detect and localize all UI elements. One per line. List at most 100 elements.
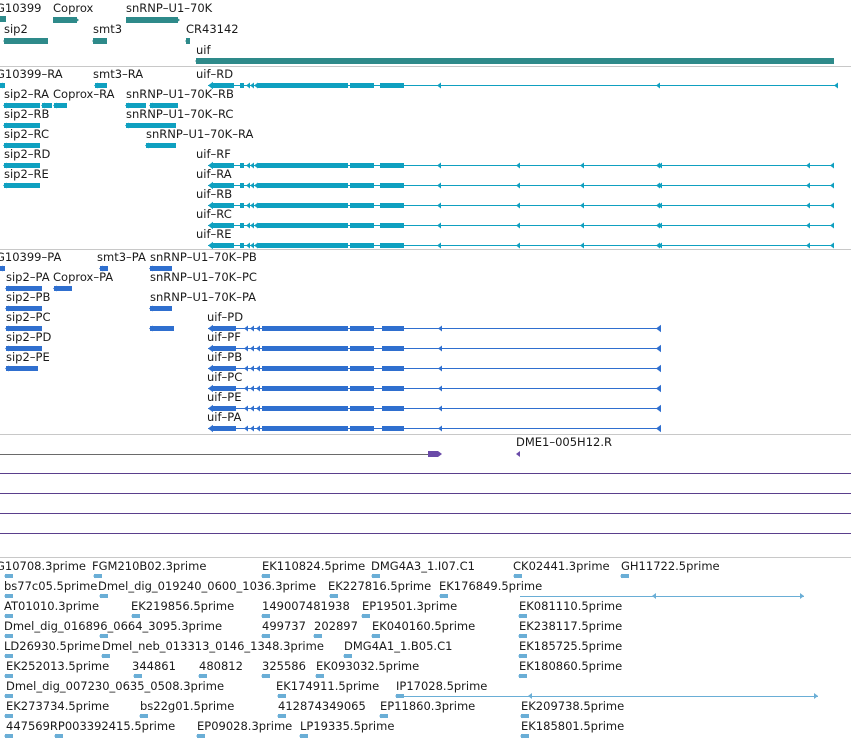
est-feature[interactable] — [621, 574, 629, 578]
exon-block[interactable] — [258, 83, 348, 88]
est-label[interactable]: 325586 — [262, 659, 306, 673]
transcript-feature[interactable] — [4, 183, 40, 188]
exon-block[interactable] — [240, 223, 244, 228]
exon-block[interactable] — [258, 223, 348, 228]
est-feature[interactable] — [316, 674, 324, 678]
exon-block[interactable] — [350, 223, 374, 228]
exon-block[interactable] — [380, 243, 404, 248]
transcript-label[interactable]: snRNP–U1–70K–RC — [126, 107, 234, 121]
protein-label[interactable]: smt3–PA — [97, 250, 146, 264]
exon-block[interactable] — [240, 163, 244, 168]
est-label[interactable]: EP19501.3prime — [362, 599, 458, 613]
est-label[interactable]: G10708.3prime — [0, 559, 86, 573]
protein-block[interactable] — [382, 326, 404, 331]
protein-block[interactable] — [350, 426, 374, 431]
est-feature[interactable] — [440, 594, 448, 598]
est-feature[interactable] — [5, 574, 13, 578]
est-feature[interactable] — [521, 734, 529, 738]
est-label[interactable]: AT01010.3prime — [4, 599, 100, 613]
est-label[interactable]: EK176849.5prime — [439, 579, 543, 593]
exon-block[interactable] — [350, 183, 374, 188]
protein-feature[interactable] — [54, 286, 72, 291]
protein-label[interactable]: snRNP–U1–70K–PB — [150, 250, 257, 264]
est-feature[interactable] — [262, 634, 270, 638]
gene-feature-sip2[interactable] — [4, 38, 48, 44]
est-label[interactable]: Dmel_neb_013313_0146_1348.3prime — [102, 639, 324, 653]
est-label[interactable]: EP09028.3prime — [197, 719, 293, 733]
est-feature[interactable] — [262, 574, 270, 578]
est-label[interactable]: Dmel_dig_016896_0664_3095.3prime — [4, 619, 223, 633]
exon-block[interactable] — [212, 183, 234, 188]
est-feature[interactable] — [5, 634, 13, 638]
transcript-label[interactable]: sip2–RE — [4, 167, 49, 181]
transcript-label[interactable]: sip2–RD — [4, 147, 51, 161]
transcript-label[interactable]: uif–RC — [196, 207, 232, 221]
protein-label[interactable]: Coprox–PA — [53, 270, 114, 284]
est-feature[interactable] — [344, 654, 352, 658]
est-label[interactable]: Dmel_dig_019240_0600_1036.3prime — [98, 579, 317, 593]
protein-feature[interactable] — [150, 306, 172, 311]
transcript-label[interactable]: smt3–RA — [93, 67, 144, 81]
gene-feature-uif[interactable] — [196, 58, 834, 64]
exon-block[interactable] — [380, 223, 404, 228]
protein-label[interactable]: sip2–PE — [6, 350, 50, 364]
protein-block[interactable] — [262, 386, 348, 391]
est-feature[interactable] — [300, 734, 308, 738]
est-feature[interactable] — [262, 614, 270, 618]
alignment-block[interactable] — [428, 451, 438, 457]
est-label[interactable]: 499737 — [262, 619, 306, 633]
est-feature[interactable] — [380, 714, 388, 718]
est-feature[interactable] — [134, 674, 142, 678]
est-feature[interactable] — [199, 674, 207, 678]
transcript-feature[interactable] — [95, 83, 107, 88]
exon-block[interactable] — [258, 243, 348, 248]
transcript-label[interactable]: uif–RF — [196, 147, 231, 161]
est-feature[interactable] — [5, 694, 13, 698]
gene-feature-G10399[interactable] — [0, 16, 6, 22]
est-feature[interactable] — [521, 714, 529, 718]
est-feature[interactable] — [519, 654, 527, 658]
exon-block[interactable] — [212, 163, 234, 168]
est-feature[interactable] — [94, 574, 102, 578]
exon-block[interactable] — [258, 183, 348, 188]
transcript-label[interactable]: sip2–RC — [4, 127, 50, 141]
protein-block[interactable] — [262, 346, 348, 351]
protein-feature[interactable] — [6, 346, 42, 351]
protein-feature[interactable] — [6, 326, 42, 331]
protein-label[interactable]: G10399–PA — [0, 250, 62, 264]
transcript-label[interactable]: Coprox–RA — [53, 87, 115, 101]
protein-block[interactable] — [212, 366, 236, 371]
est-feature[interactable] — [278, 714, 286, 718]
transcript-label[interactable]: sip2–RB — [4, 107, 50, 121]
est-label[interactable]: EK185725.5prime — [519, 639, 623, 653]
protein-feature[interactable] — [6, 306, 42, 311]
protein-block[interactable] — [212, 386, 236, 391]
transcript-feature[interactable] — [126, 123, 176, 128]
exon-block[interactable] — [350, 203, 374, 208]
est-label[interactable]: EK180860.5prime — [519, 659, 623, 673]
transcript-label[interactable]: G10399–RA — [0, 67, 63, 81]
transcript-feature[interactable] — [126, 103, 146, 108]
protein-label[interactable]: sip2–PD — [6, 330, 52, 344]
exon-block[interactable] — [212, 203, 234, 208]
transcript-feature[interactable] — [0, 83, 5, 88]
transcript-feature[interactable] — [42, 103, 52, 108]
est-label[interactable]: 344861 — [132, 659, 176, 673]
gene-label-snRNP-U1-70K[interactable]: snRNP–U1–70K — [126, 1, 213, 15]
protein-block[interactable] — [350, 346, 374, 351]
est-feature[interactable] — [5, 614, 13, 618]
protein-block[interactable] — [262, 366, 348, 371]
protein-block[interactable] — [350, 386, 374, 391]
protein-label[interactable]: snRNP–U1–70K–PC — [150, 270, 257, 284]
transcript-feature[interactable] — [4, 143, 40, 148]
protein-block[interactable] — [212, 346, 236, 351]
est-label[interactable]: 202897 — [314, 619, 358, 633]
transcript-label[interactable]: sip2–RA — [4, 87, 49, 101]
est-feature[interactable] — [140, 714, 148, 718]
protein-block[interactable] — [262, 326, 348, 331]
protein-label[interactable]: uif–PA — [207, 410, 242, 424]
exon-block[interactable] — [240, 183, 244, 188]
protein-block[interactable] — [382, 346, 404, 351]
protein-block[interactable] — [212, 406, 236, 411]
est-label[interactable]: EK174911.5prime — [276, 679, 380, 693]
